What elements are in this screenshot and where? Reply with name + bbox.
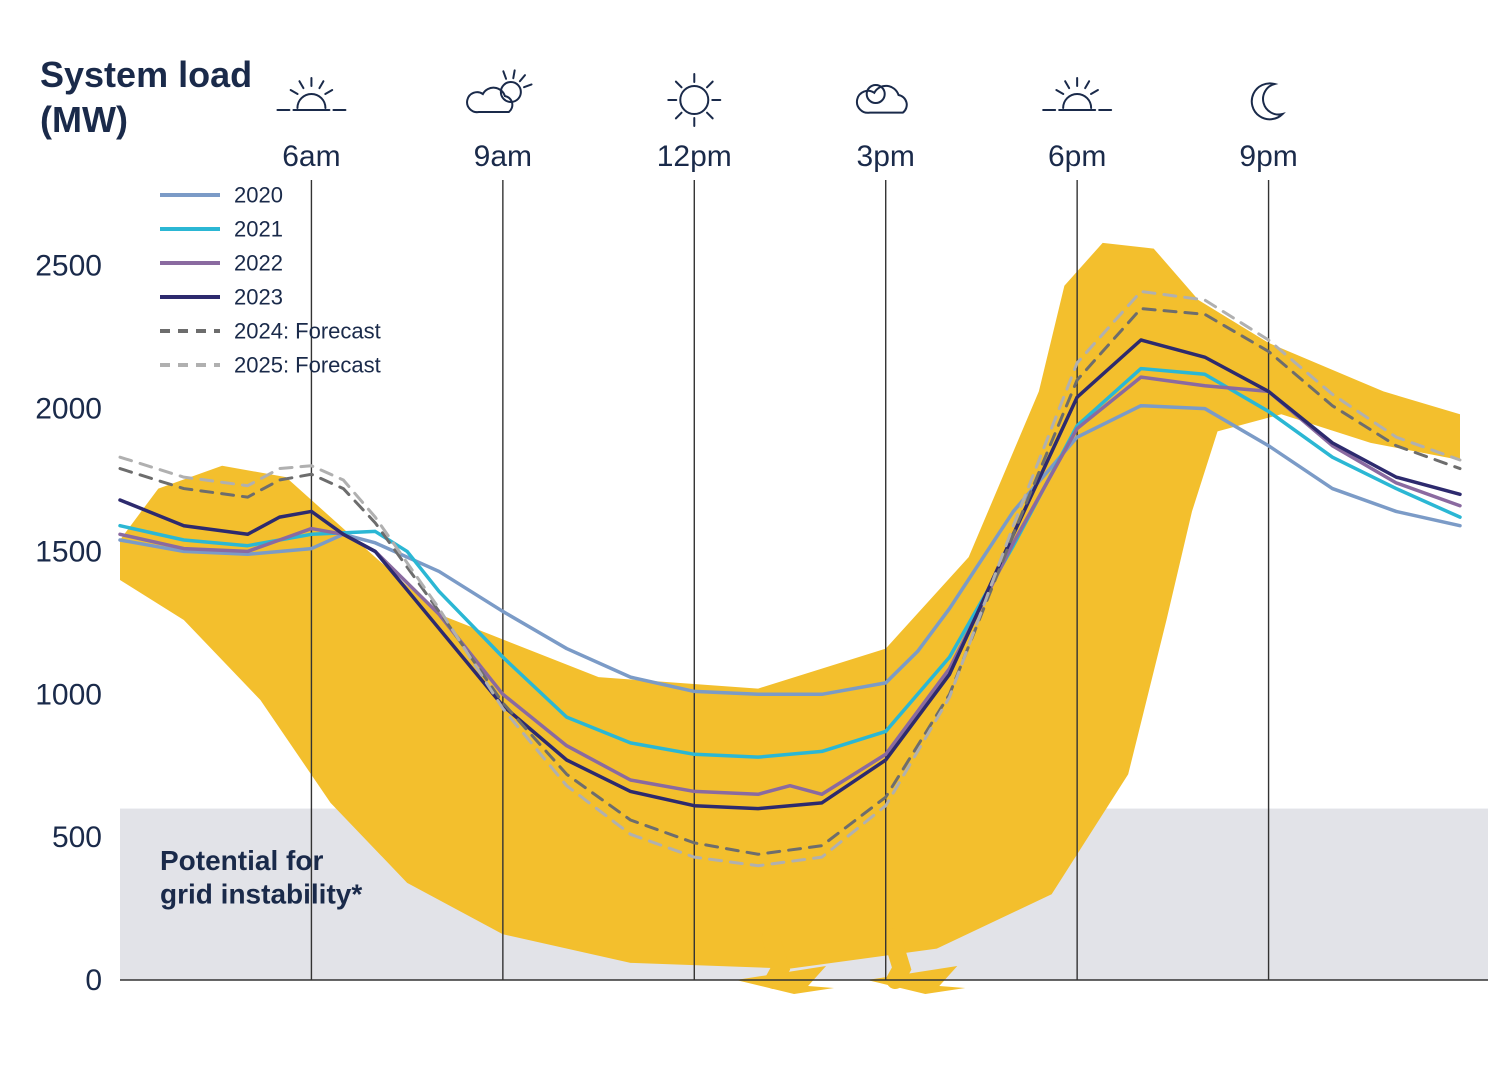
sun-icon (668, 74, 720, 126)
suncloud-icon (467, 70, 531, 112)
legend-label: 2023 (234, 285, 283, 310)
chart-svg: 0 500 1000 1500 2000 2500 6am 9am 12pm 3pm 6pm 9pm P… (0, 0, 1500, 1070)
x-tick-label: 9am (474, 140, 532, 173)
x-tick-label: 9pm (1239, 140, 1297, 173)
x-tick-label: 12pm (657, 140, 732, 173)
y-tick-label: 0 (85, 964, 102, 997)
moon-icon (1252, 83, 1283, 119)
instability-label: Potential for (160, 845, 323, 876)
instability-label: grid instability* (160, 879, 362, 910)
y-axis-title: System load (MW) (40, 52, 252, 142)
sunrise-icon (277, 78, 345, 110)
y-axis-title-line1: System load (40, 52, 252, 97)
sunset-icon (1043, 78, 1111, 110)
y-tick-label: 2500 (35, 250, 102, 283)
chart-stage: System load (MW) 0 500 1000 1500 2000 2500 6am… (0, 0, 1500, 1070)
legend-label: 2022 (234, 251, 283, 276)
x-tick-label: 3pm (857, 140, 915, 173)
legend-label: 2024: Forecast (234, 319, 381, 344)
y-axis-title-line2: (MW) (40, 97, 252, 142)
legend-label: 2020 (234, 183, 283, 208)
x-tick-label: 6am (282, 140, 340, 173)
y-tick-label: 1000 (35, 678, 102, 711)
y-tick-label: 500 (52, 821, 102, 854)
legend-label: 2025: Forecast (234, 353, 381, 378)
legend-label: 2021 (234, 217, 283, 242)
x-tick-label: 6pm (1048, 140, 1106, 173)
legend: 2020 2021 2022 2023 2024: Forecast 2025: Fore… (160, 183, 381, 378)
y-tick-label: 1500 (35, 535, 102, 568)
cloudsun-icon (857, 85, 907, 113)
y-tick-label: 2000 (35, 393, 102, 426)
